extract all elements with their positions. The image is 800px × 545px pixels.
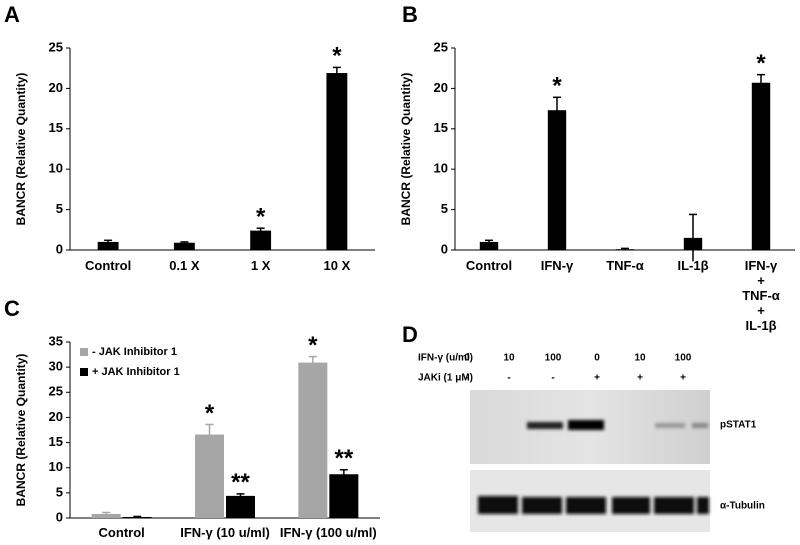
y-tick-label: 5 (56, 201, 63, 216)
panel-label: B (402, 2, 418, 27)
significance-marker: ** (334, 445, 353, 472)
bar (326, 73, 348, 250)
y-axis-label: BANCR (Relative Quantity) (399, 73, 413, 226)
y-tick-label: 0 (441, 241, 448, 256)
bar (97, 241, 119, 250)
x-tick-label: 0.1 X (169, 258, 200, 273)
x-tick-label: 1 X (250, 258, 271, 273)
significance-marker: * (756, 50, 766, 77)
lane-label: + (637, 373, 643, 384)
y-tick-label: 0 (56, 241, 63, 256)
lane-label: 10 (503, 353, 515, 364)
lane-label: 100 (675, 353, 692, 364)
x-tick-label: IFN-γ (540, 258, 574, 273)
lane-label: - (465, 373, 468, 384)
x-tick-label: 10 X (323, 258, 351, 273)
lane-label: - (551, 373, 554, 384)
y-tick-label: 0 (56, 509, 63, 524)
bar (751, 82, 771, 250)
bar (195, 434, 224, 518)
lane-label: 0 (594, 353, 600, 364)
y-tick-label: 15 (49, 120, 63, 135)
significance-marker: * (308, 332, 318, 359)
row-label: IFN-γ (u/ml) (418, 353, 473, 364)
row-label: JAKi (1 μM) (418, 373, 473, 384)
y-tick-label: 15 (434, 120, 448, 135)
lane-label: 0 (464, 353, 470, 364)
bar (298, 362, 328, 518)
lane-label: 100 (545, 353, 562, 364)
significance-marker: * (552, 73, 562, 100)
y-tick-label: 10 (49, 459, 63, 474)
y-tick-label: 35 (49, 333, 63, 348)
significance-marker: * (205, 400, 215, 427)
y-tick-label: 25 (49, 39, 63, 54)
bar (91, 513, 121, 518)
significance-marker: * (256, 204, 266, 231)
y-tick-label: 25 (49, 384, 63, 399)
legend-swatch (80, 368, 88, 376)
bar (547, 110, 567, 250)
bar (479, 241, 499, 250)
legend-label: + JAK Inhibitor 1 (92, 366, 180, 378)
x-tick-label: IL-1β (677, 258, 709, 273)
y-tick-label: 20 (49, 80, 63, 95)
y-tick-label: 10 (434, 161, 448, 176)
bar (226, 495, 255, 518)
legend-swatch (80, 348, 88, 356)
band-label: pSTAT1 (720, 420, 757, 431)
panel-label: C (4, 296, 20, 321)
x-tick-label: Control (465, 258, 513, 273)
y-tick-label: 15 (49, 434, 63, 449)
y-tick-label: 5 (56, 484, 63, 499)
legend-label: - JAK Inhibitor 1 (92, 346, 177, 358)
panel-label: A (4, 2, 20, 27)
blot-bands (478, 420, 709, 514)
y-tick-label: 10 (49, 161, 63, 176)
x-tick-label: TNF-α (606, 258, 644, 273)
band-label: α-Tubulin (720, 501, 765, 512)
significance-marker: * (332, 43, 342, 70)
significance-marker: ** (231, 469, 250, 496)
x-tick-label: Control (85, 258, 132, 273)
x-tick-label: IFN-γ (10 u/ml) (180, 525, 270, 540)
panel-label: D (402, 322, 418, 347)
lane-label: + (594, 373, 600, 384)
x-tick-label: IFN-γ + TNF-α + IL-1β (742, 258, 780, 333)
x-tick-label: IFN-γ (100 u/ml) (279, 525, 377, 540)
bar (250, 230, 272, 250)
y-tick-label: 5 (441, 201, 448, 216)
y-tick-label: 30 (49, 359, 63, 374)
y-tick-label: 25 (434, 39, 448, 54)
y-tick-label: 20 (434, 80, 448, 95)
y-tick-label: 20 (49, 409, 63, 424)
lane-label: - (507, 373, 510, 384)
bar (329, 474, 359, 518)
bar (173, 242, 195, 250)
y-axis-label: BANCR (Relative Quantity) (14, 354, 28, 507)
lane-label: 10 (634, 353, 646, 364)
lane-label: + (680, 373, 686, 384)
x-tick-label: Control (98, 525, 145, 540)
y-axis-label: BANCR (Relative Quantity) (14, 73, 28, 226)
